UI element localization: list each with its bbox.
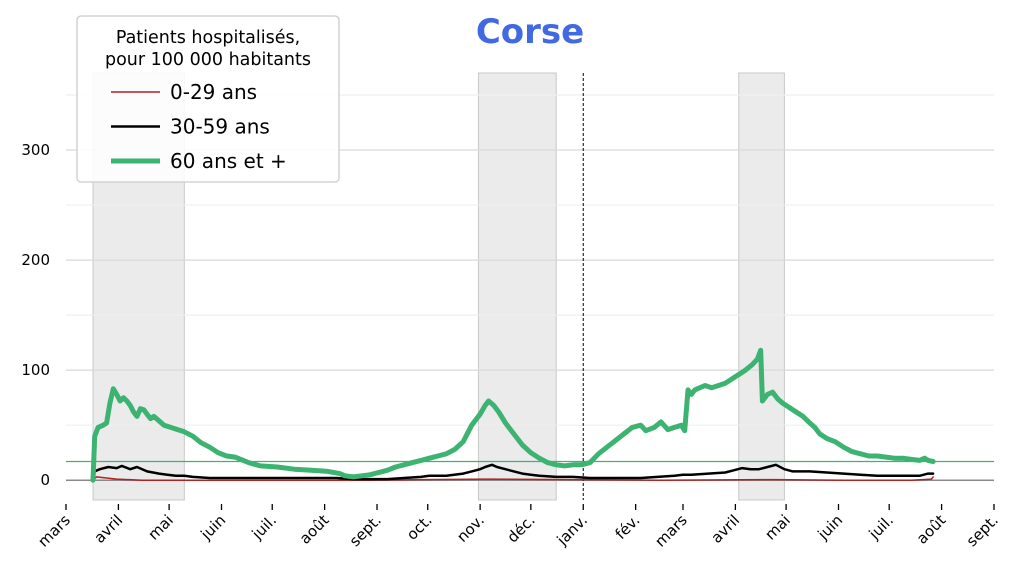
y-tick-label: 300 [21, 141, 50, 159]
chart-title: Corse [476, 12, 584, 52]
y-tick-label: 0 [40, 471, 50, 489]
x-tick-label: août [296, 511, 333, 548]
x-tick-label: déc. [503, 511, 538, 546]
x-tick-label: juin [197, 511, 230, 544]
shaded-period-2 [477, 72, 557, 501]
x-tick-label: oct. [403, 511, 436, 544]
x-tick-label: sept. [346, 511, 385, 550]
legend: Patients hospitalisés,pour 100 000 habit… [76, 15, 340, 183]
series-lines [90, 347, 936, 483]
legend-box [76, 15, 340, 183]
x-tick-label: avril [90, 511, 126, 547]
x-tick-label: août [913, 511, 950, 548]
legend-label: 60 ans et + [170, 149, 287, 173]
x-tick-label: juil. [865, 511, 897, 543]
x-tick-label: mai [144, 511, 177, 544]
x-tick-label: sept. [963, 511, 1002, 550]
shaded-period-3 [738, 72, 785, 501]
x-tick-label: nov. [453, 511, 488, 546]
series-line-3 [90, 347, 936, 483]
legend-title-line: Patients hospitalisés, [116, 28, 300, 48]
x-tick-label: juin [814, 511, 847, 544]
series-line-2 [91, 463, 935, 482]
x-tick-label: fév. [612, 511, 644, 543]
legend-label: 0-29 ans [170, 80, 257, 104]
x-tick-label: mars [651, 511, 691, 551]
legend-label: 30-59 ans [170, 115, 270, 139]
y-tick-label: 100 [21, 361, 50, 379]
x-tick-label: janv. [553, 511, 591, 549]
x-tick-label: avril [707, 511, 743, 547]
x-tick-label: mars [34, 511, 74, 551]
legend-title-line: pour 100 000 habitants [105, 50, 311, 70]
x-tick-label: juil. [248, 511, 280, 543]
x-tick-label: mai [761, 511, 794, 544]
y-tick-label: 200 [21, 251, 50, 269]
series-line-1 [92, 476, 934, 481]
